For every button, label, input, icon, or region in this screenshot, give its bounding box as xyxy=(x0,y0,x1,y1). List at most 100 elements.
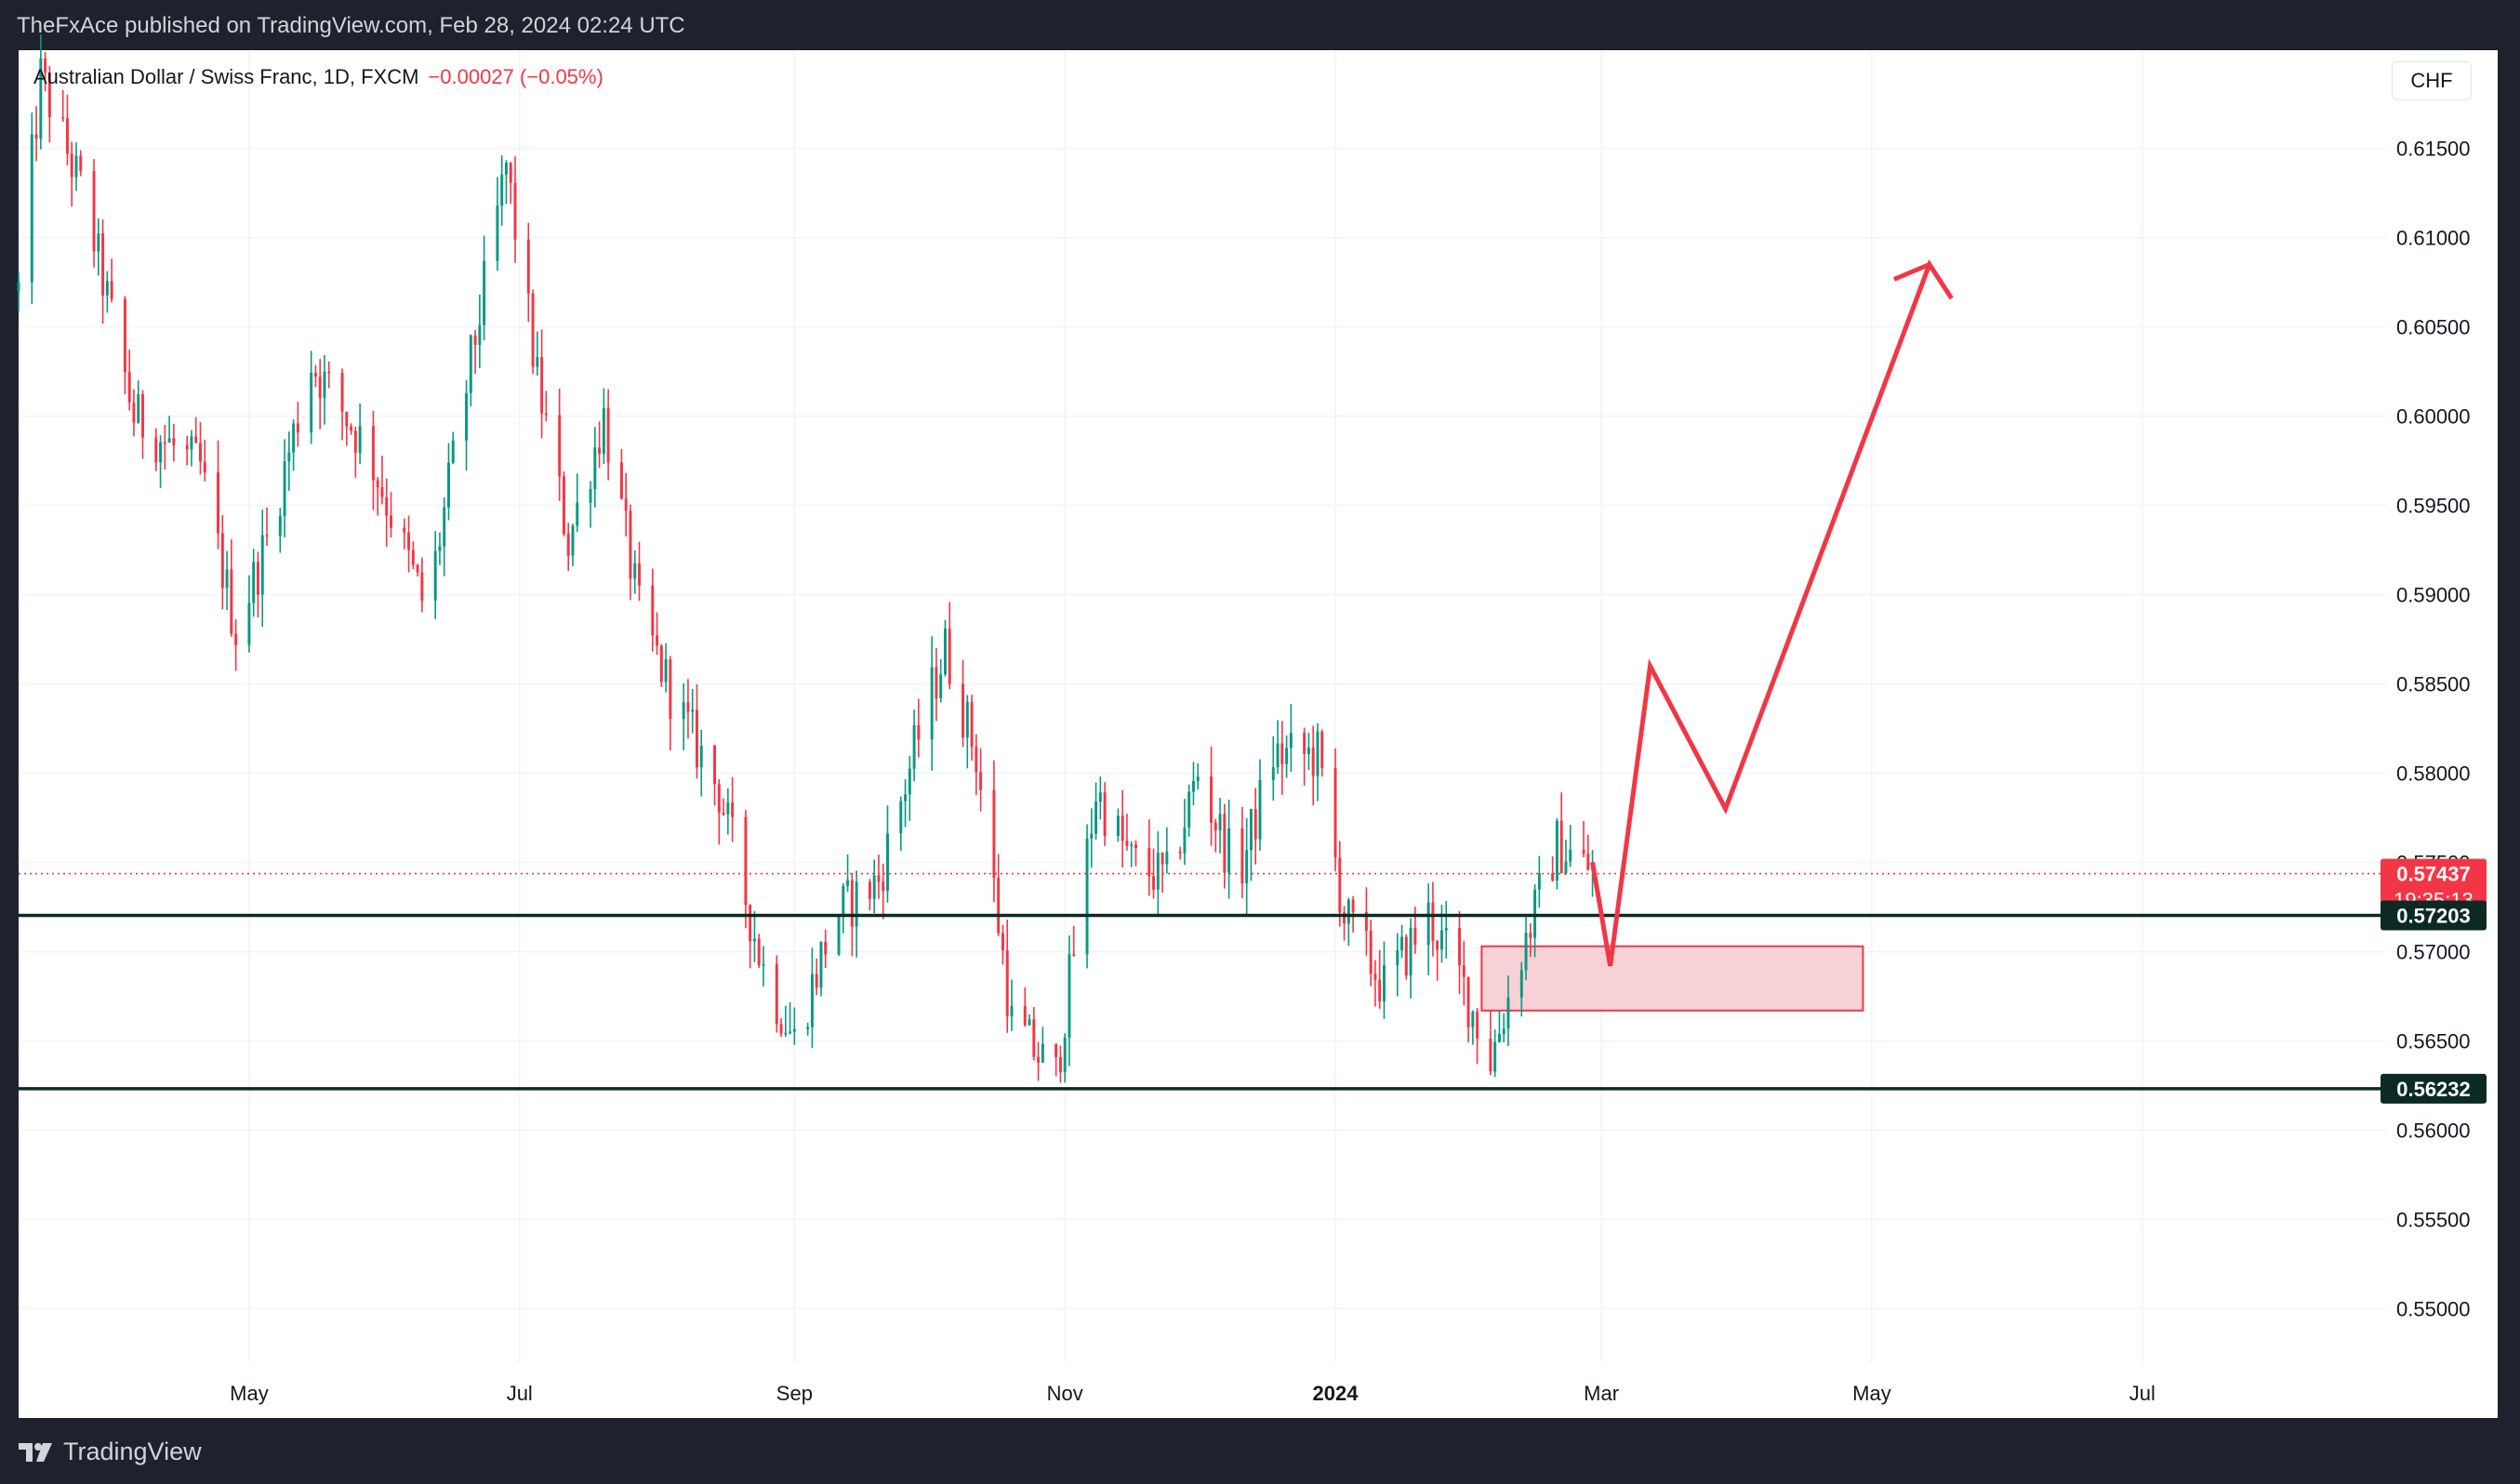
candle[interactable] xyxy=(97,218,100,276)
candle[interactable] xyxy=(1271,735,1275,802)
candle[interactable] xyxy=(199,421,202,475)
candle[interactable] xyxy=(225,550,229,611)
candle[interactable] xyxy=(1103,782,1107,846)
candle[interactable] xyxy=(345,411,349,446)
candle[interactable] xyxy=(1001,924,1004,965)
candle[interactable] xyxy=(1058,1045,1062,1083)
candle[interactable] xyxy=(1276,720,1280,775)
candle[interactable] xyxy=(1316,722,1320,802)
candle[interactable] xyxy=(749,904,752,969)
candle[interactable] xyxy=(1502,1013,1505,1042)
candle[interactable] xyxy=(912,709,916,782)
candle[interactable] xyxy=(1130,841,1134,868)
candle[interactable] xyxy=(975,734,978,796)
candle[interactable] xyxy=(651,568,655,652)
candle[interactable] xyxy=(566,523,570,572)
candle[interactable] xyxy=(1426,883,1430,975)
candle[interactable] xyxy=(1094,782,1098,841)
chart-panel[interactable] xyxy=(19,50,2498,1418)
candle[interactable] xyxy=(1005,919,1009,1033)
candle[interactable] xyxy=(819,941,823,997)
candle[interactable] xyxy=(930,636,934,771)
candle[interactable] xyxy=(380,455,384,505)
candle[interactable] xyxy=(385,478,389,548)
candle[interactable] xyxy=(1564,840,1568,876)
candle[interactable] xyxy=(789,1001,792,1035)
currency-button[interactable]: CHF xyxy=(2392,61,2472,100)
candle[interactable] xyxy=(132,389,136,437)
candle[interactable] xyxy=(310,351,313,444)
candle[interactable] xyxy=(504,160,508,205)
candle[interactable] xyxy=(775,955,778,1033)
candle[interactable] xyxy=(1187,784,1191,837)
candle[interactable] xyxy=(1210,746,1214,846)
candle[interactable] xyxy=(1506,975,1510,1047)
candle[interactable] xyxy=(1343,906,1346,941)
candle[interactable] xyxy=(531,289,535,375)
candle[interactable] xyxy=(1493,1029,1497,1078)
candle[interactable] xyxy=(629,504,632,601)
candle[interactable] xyxy=(691,689,695,734)
candle[interactable] xyxy=(1090,808,1094,868)
candle[interactable] xyxy=(1183,799,1187,866)
candle[interactable] xyxy=(123,296,126,395)
candle[interactable] xyxy=(1439,905,1443,963)
candle[interactable] xyxy=(886,805,889,903)
candle[interactable] xyxy=(970,695,974,762)
candle[interactable] xyxy=(1196,762,1200,790)
candle[interactable] xyxy=(283,439,286,537)
candle[interactable] xyxy=(1431,881,1435,957)
candle[interactable] xyxy=(1178,846,1182,860)
candle[interactable] xyxy=(540,329,544,439)
candle[interactable] xyxy=(1134,840,1137,867)
candle[interactable] xyxy=(1436,940,1439,981)
candle[interactable] xyxy=(292,419,296,471)
candle[interactable] xyxy=(558,388,562,501)
candle[interactable] xyxy=(1582,820,1585,857)
candle[interactable] xyxy=(1338,841,1342,927)
candle[interactable] xyxy=(1068,935,1071,1067)
candle[interactable] xyxy=(256,551,259,617)
candle[interactable] xyxy=(868,879,871,911)
candle[interactable] xyxy=(1147,819,1151,896)
candle[interactable] xyxy=(1063,1033,1067,1083)
candle[interactable] xyxy=(287,431,291,491)
candle[interactable] xyxy=(589,481,592,528)
candle[interactable] xyxy=(948,602,951,690)
candle[interactable] xyxy=(699,729,703,797)
candle[interactable] xyxy=(1303,727,1306,786)
candle[interactable] xyxy=(420,557,424,613)
candle[interactable] xyxy=(669,656,672,751)
candle[interactable] xyxy=(656,612,659,656)
candle[interactable] xyxy=(593,427,597,508)
candle[interactable] xyxy=(904,779,908,828)
candle[interactable] xyxy=(17,272,20,312)
candle[interactable] xyxy=(30,113,33,304)
candle[interactable] xyxy=(992,760,996,903)
candle[interactable] xyxy=(965,695,969,769)
candle[interactable] xyxy=(230,539,233,637)
candle[interactable] xyxy=(376,477,379,516)
candle[interactable] xyxy=(1245,818,1249,915)
candle[interactable] xyxy=(101,219,105,325)
candle[interactable] xyxy=(1378,949,1382,1010)
candle[interactable] xyxy=(1537,855,1541,908)
candle[interactable] xyxy=(433,531,437,619)
candle[interactable] xyxy=(446,443,450,521)
candle[interactable] xyxy=(194,417,198,444)
candle[interactable] xyxy=(247,575,251,653)
candle[interactable] xyxy=(1373,960,1377,1007)
projection-path[interactable] xyxy=(1590,258,1954,967)
candle[interactable] xyxy=(908,755,911,821)
candle[interactable] xyxy=(127,349,131,411)
candle[interactable] xyxy=(1161,852,1164,894)
candle[interactable] xyxy=(318,359,322,430)
candle[interactable] xyxy=(638,541,641,602)
candle[interactable] xyxy=(105,271,109,313)
candle[interactable] xyxy=(1369,920,1373,987)
candle[interactable] xyxy=(824,929,828,969)
candle[interactable] xyxy=(496,177,499,272)
symbol-title[interactable]: Australian Dollar / Swiss Franc, 1D, FXC… xyxy=(33,65,419,88)
candle[interactable] xyxy=(762,946,765,987)
candle[interactable] xyxy=(752,910,756,962)
